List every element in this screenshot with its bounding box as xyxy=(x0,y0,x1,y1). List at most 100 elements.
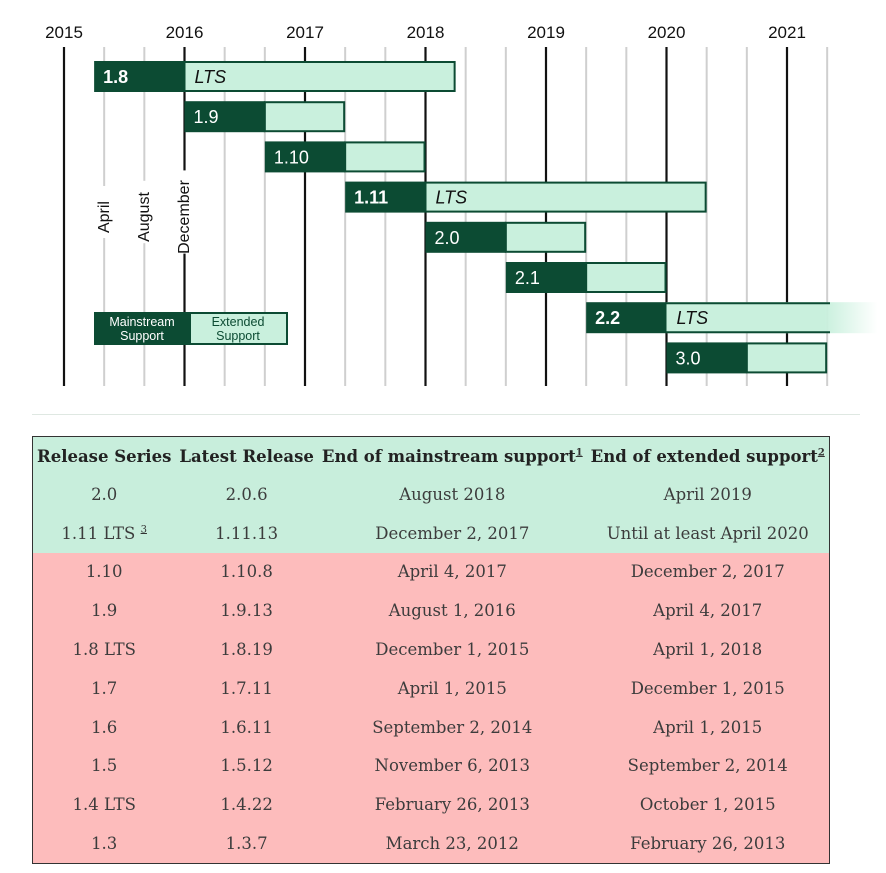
cell-end-mainstream: April 4, 2017 xyxy=(317,552,587,592)
extended-support-bar xyxy=(344,141,426,173)
mainstream-support-bar xyxy=(264,141,346,173)
year-tick-label: 2018 xyxy=(407,23,445,42)
header-latest-release: Latest Release xyxy=(175,436,318,475)
cell-end-extended: Until at least April 2020 xyxy=(586,513,830,553)
cell-latest-release: 1.6.11 xyxy=(175,707,318,747)
cell-latest-release: 1.5.12 xyxy=(175,746,318,786)
header-end-mainstream: End of mainstream support1 xyxy=(317,436,587,475)
cell-release-series: 1.5 xyxy=(32,746,176,786)
year-tick-label: 2017 xyxy=(286,23,324,42)
table-row: 1.6 1.6.11 September 2, 2014 April 1, 2015 xyxy=(32,707,830,747)
release-timeline-chart: 2015 2016 2017 2018 2019 2020 2021 April August D… xyxy=(45,23,878,386)
release-label: 1.8 xyxy=(103,67,128,87)
table-row: 1.7 1.7.11 April 1, 2015 December 1, 2015 xyxy=(32,668,830,708)
cell-release-series: 1.3 xyxy=(32,824,176,864)
cell-end-mainstream: March 23, 2012 xyxy=(317,824,587,864)
cell-latest-release: 1.4.22 xyxy=(175,785,318,825)
cell-end-mainstream: February 26, 2013 xyxy=(317,785,587,825)
table-row: 1.5 1.5.12 November 6, 2013 September 2, 20… xyxy=(32,746,830,786)
table-row: 1.3 1.3.7 March 23, 2012 February 26, 2013 xyxy=(32,824,830,864)
header-release-series: Release Series xyxy=(32,436,176,475)
extended-support-bar xyxy=(263,101,346,133)
cell-end-mainstream: August 1, 2016 xyxy=(317,591,587,631)
legend-extended-label: Extended xyxy=(212,315,265,329)
cell-release-series: 2.0 xyxy=(32,475,176,514)
cell-end-mainstream: December 1, 2015 xyxy=(317,630,587,669)
release-label: 2.1 xyxy=(515,268,540,288)
cell-latest-release: 1.8.19 xyxy=(175,630,318,669)
footnote-link[interactable]: 2 xyxy=(817,447,825,458)
cell-release-series: 1.8 LTS xyxy=(32,630,176,669)
release-label: 2.0 xyxy=(435,228,460,248)
mainstream-support-bar xyxy=(425,221,506,253)
legend-extended-swatch xyxy=(189,312,288,345)
cell-end-extended: September 2, 2014 xyxy=(586,746,830,786)
cell-release-series: 1.6 xyxy=(32,707,176,747)
cell-end-extended: December 2, 2017 xyxy=(586,552,830,592)
mainstream-support-bar xyxy=(94,61,185,92)
extended-support-bar xyxy=(504,221,587,253)
mainstream-support-bar xyxy=(505,262,587,293)
cell-end-extended: December 1, 2015 xyxy=(586,668,830,708)
cell-latest-release: 2.0.6 xyxy=(175,475,318,514)
cell-latest-release: 1.7.11 xyxy=(175,668,318,708)
extended-support-bar xyxy=(424,181,707,213)
month-label: December xyxy=(176,179,193,253)
release-label: 2.2 xyxy=(595,308,620,328)
cell-latest-release: 1.3.7 xyxy=(175,824,318,864)
year-tick-label: 2015 xyxy=(45,23,83,42)
cell-latest-release: 1.11.13 xyxy=(175,513,318,553)
cell-end-extended: February 26, 2013 xyxy=(586,824,830,864)
cell-end-extended: April 1, 2015 xyxy=(586,707,830,747)
extended-support-bar xyxy=(666,302,878,334)
extended-support-bar xyxy=(183,61,456,92)
header-end-extended: End of extended support2 xyxy=(586,436,830,475)
release-label: 3.0 xyxy=(676,348,701,368)
footnote-link[interactable]: 3 xyxy=(140,524,147,536)
year-tick-label: 2021 xyxy=(768,23,806,42)
lts-label: LTS xyxy=(436,188,468,208)
mainstream-support-bar xyxy=(184,101,265,133)
cell-release-series: 1.9 xyxy=(32,591,176,631)
year-tick-label: 2020 xyxy=(648,23,686,42)
table-row: 1.11 LTS 3 1.11.13 December 2, 2017 Until a… xyxy=(32,513,830,553)
month-label-bg xyxy=(134,180,154,244)
release-label: 1.10 xyxy=(274,147,309,167)
year-tick-label: 2016 xyxy=(166,23,204,42)
release-label: 1.9 xyxy=(194,107,219,127)
table-row: 1.8 LTS 1.8.19 December 1, 2015 April 1, 20… xyxy=(32,630,830,669)
mainstream-support-bar xyxy=(345,181,426,213)
cell-latest-release: 1.10.8 xyxy=(175,552,318,592)
cell-end-extended: April 1, 2018 xyxy=(586,630,830,669)
extended-support-bar xyxy=(745,342,828,374)
cell-end-extended: April 2019 xyxy=(586,475,830,514)
table-row: 1.9 1.9.13 August 1, 2016 April 4, 2017 xyxy=(32,591,830,631)
cell-end-mainstream: April 1, 2015 xyxy=(317,668,587,708)
table-row: 2.0 2.0.6 August 2018 April 2019 xyxy=(32,475,830,514)
table-row: 1.10 1.10.8 April 4, 2017 December 2, 2017 xyxy=(32,552,830,592)
release-table: Release Series Latest Release End of mai… xyxy=(32,436,830,864)
cell-release-series: 1.10 xyxy=(32,552,176,592)
cell-release-series: 1.7 xyxy=(32,668,176,708)
cell-release-series: 1.4 LTS xyxy=(32,785,176,825)
legend-mainstream-label: Support xyxy=(120,329,164,343)
cell-latest-release: 1.9.13 xyxy=(175,591,318,631)
lts-label: LTS xyxy=(677,308,709,328)
footnote-link[interactable]: 1 xyxy=(575,447,583,458)
table-row: 1.4 LTS 1.4.22 February 26, 2013 October 1,… xyxy=(32,785,830,825)
mainstream-support-bar xyxy=(666,342,747,374)
cell-end-mainstream: November 6, 2013 xyxy=(317,746,587,786)
month-label-bg xyxy=(174,170,194,254)
month-label: August xyxy=(136,192,153,242)
mainstream-support-bar xyxy=(586,302,667,334)
cell-release-series: 1.11 LTS 3 xyxy=(32,513,176,553)
table-header-row: Release Series Latest Release End of mai… xyxy=(32,436,830,475)
cell-end-mainstream: August 2018 xyxy=(317,475,587,514)
legend-extended-label: Support xyxy=(216,329,260,343)
month-label-bg xyxy=(94,186,114,238)
year-tick-label: 2019 xyxy=(527,23,565,42)
legend-mainstream-label: Mainstream xyxy=(109,315,174,329)
lts-label: LTS xyxy=(195,67,227,87)
release-label: 1.11 xyxy=(354,188,388,208)
cell-end-mainstream: September 2, 2014 xyxy=(317,707,587,747)
